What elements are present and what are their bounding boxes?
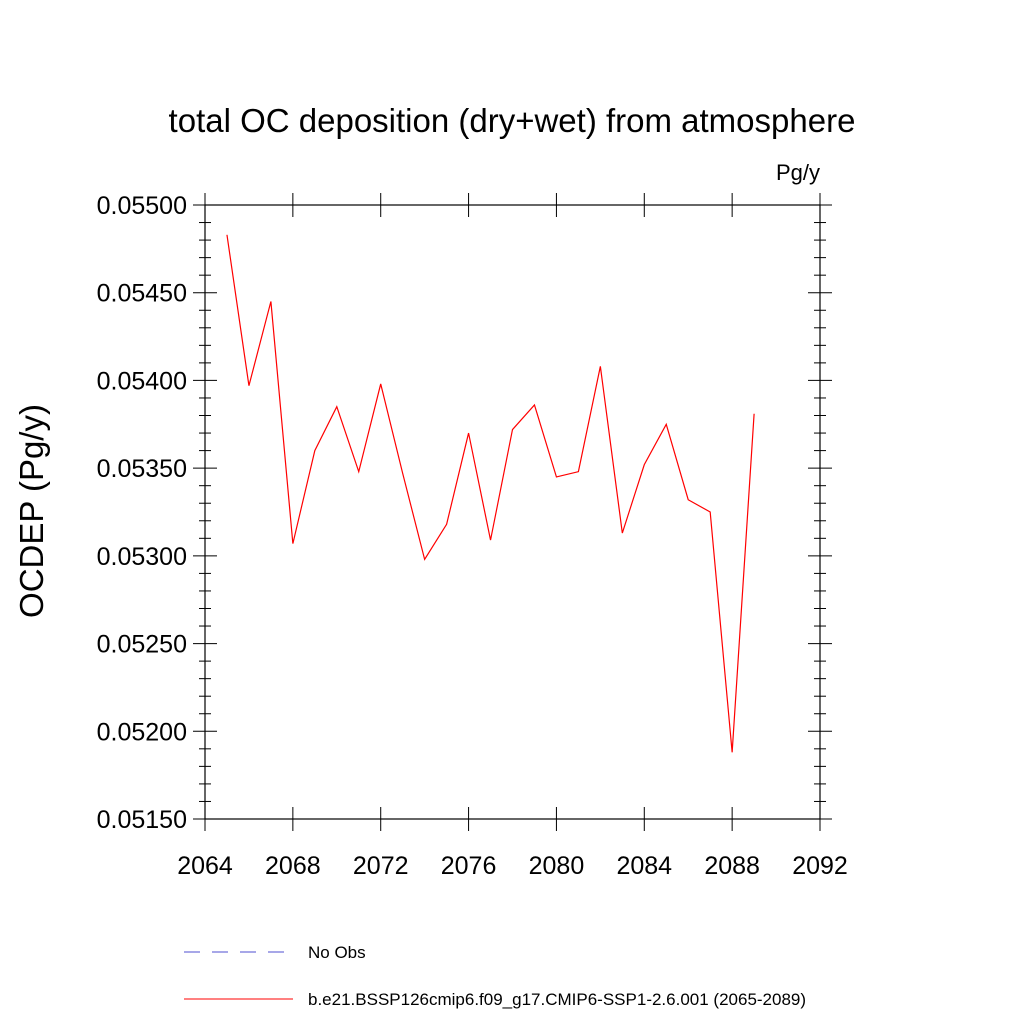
x-tick-label: 2068 — [265, 852, 321, 880]
x-tick-label: 2076 — [441, 852, 497, 880]
y-tick-label: 0.05200 — [97, 718, 187, 746]
series-layer — [226, 234, 755, 753]
y-tick-label: 0.05400 — [97, 367, 187, 395]
chart-title: total OC deposition (dry+wet) from atmos… — [169, 102, 856, 139]
y-tick-label: 0.05350 — [97, 455, 187, 483]
y-tick-label: 0.05250 — [97, 631, 187, 659]
y-tick-label: 0.05300 — [97, 543, 187, 571]
x-tick-label: 2084 — [616, 852, 672, 880]
y-tick-label: 0.05500 — [97, 192, 187, 220]
x-tick-label: 2092 — [792, 852, 848, 880]
y-tick-label: 0.05450 — [97, 280, 187, 308]
x-tick-label: 2088 — [704, 852, 760, 880]
legend-label-1: No Obs — [308, 943, 366, 962]
series-line-0 — [226, 234, 755, 753]
y-axis-label: OCDEP (Pg/y) — [13, 404, 50, 618]
x-tick-label: 2080 — [529, 852, 585, 880]
y-tick-label: 0.05150 — [97, 806, 187, 834]
x-tick-label: 2072 — [353, 852, 409, 880]
legend: No Obs b.e21.BSSP126cmip6.f09_g17.CMIP6-S… — [184, 943, 806, 1009]
axis-ticks: 0.05150 0.05200 0.05250 0.05300 0.05350 0.054… — [97, 192, 848, 880]
x-tick-label: 2064 — [177, 852, 233, 880]
plot-frame — [204, 204, 821, 820]
legend-label-0: b.e21.BSSP126cmip6.f09_g17.CMIP6-SSP1-2.… — [308, 990, 806, 1009]
units-label: Pg/y — [776, 160, 820, 185]
